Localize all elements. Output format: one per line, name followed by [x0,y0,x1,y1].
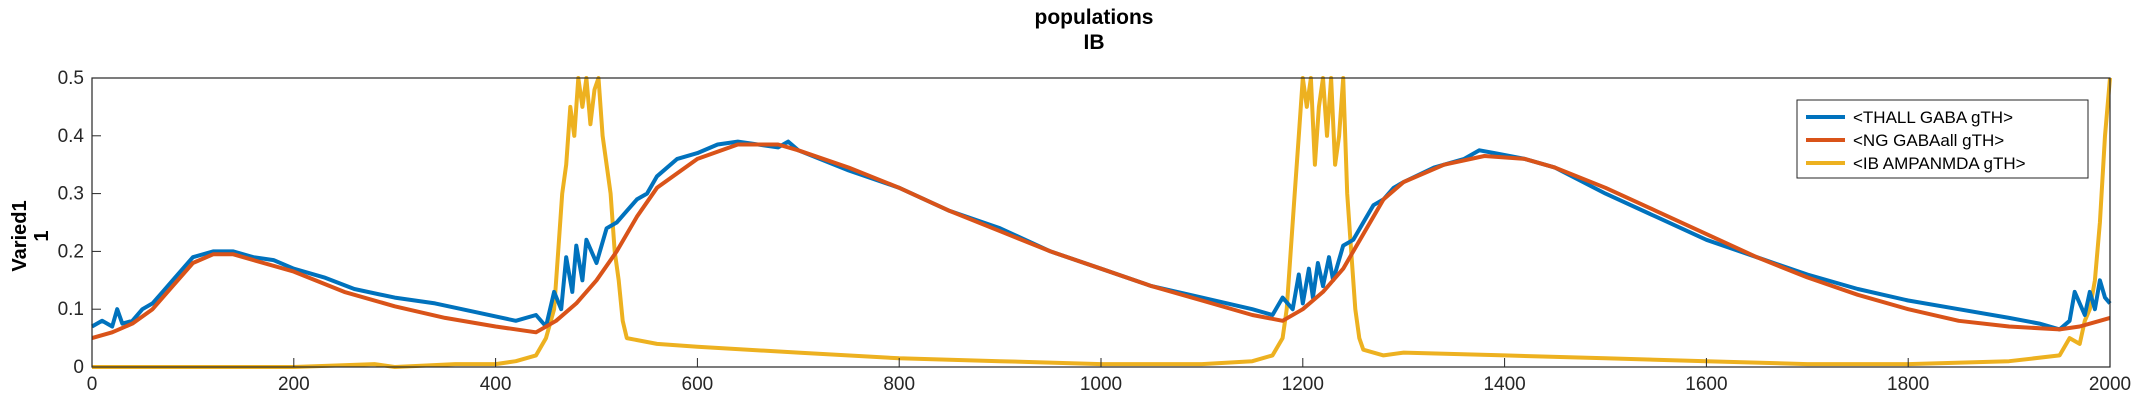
series-line-2 [92,76,2112,369]
x-tick-label: 1000 [1080,374,1122,395]
legend-entry: <NG GABAall gTH> [1853,131,2004,150]
x-tick-label: 600 [682,374,714,395]
legend-box [1796,99,2089,179]
y-tick-label: 0.4 [58,126,85,147]
chart-title: populations [1035,6,1154,29]
series-layer [91,76,2112,369]
x-tick-label: 0 [87,374,98,395]
x-tick-label: 200 [278,374,310,395]
x-tick-label: 1600 [1685,374,1727,395]
y-tick-label: 0.5 [58,68,84,89]
chart-subtitle: IB [1084,31,1105,54]
y-tick-label: 0.3 [58,184,84,205]
y-tick-label: 0.1 [58,299,84,320]
tick-layer: 0 200 400 600 800 1000 1200 1400 1600 1800 2000 0 0.… [58,68,2132,395]
x-tick-label: 800 [883,374,915,395]
x-tick-label: 1800 [1887,374,1929,395]
series-line-1 [91,142,2111,341]
x-tick-label: 2000 [2089,374,2131,395]
y-tick-label: 0.2 [58,241,84,262]
legend: <THALL GABA gTH> <NG GABAall gTH> <IB AMPA… [1796,99,2089,179]
x-tick-label: 400 [480,374,512,395]
y-axis-label-line1: Varied1 [9,200,31,271]
x-tick-label: 1400 [1483,374,1525,395]
legend-entry: <THALL GABA gTH> [1853,108,2013,127]
x-tick-label: 1200 [1282,374,1324,395]
y-tick-label: 0 [73,357,84,378]
plot-area [92,78,2110,367]
y-axis-label-line2: 1 [31,230,53,241]
legend-entry: <IB AMPANMDA gTH> [1853,154,2026,173]
y-axis-label: Varied1 1 [9,200,53,271]
